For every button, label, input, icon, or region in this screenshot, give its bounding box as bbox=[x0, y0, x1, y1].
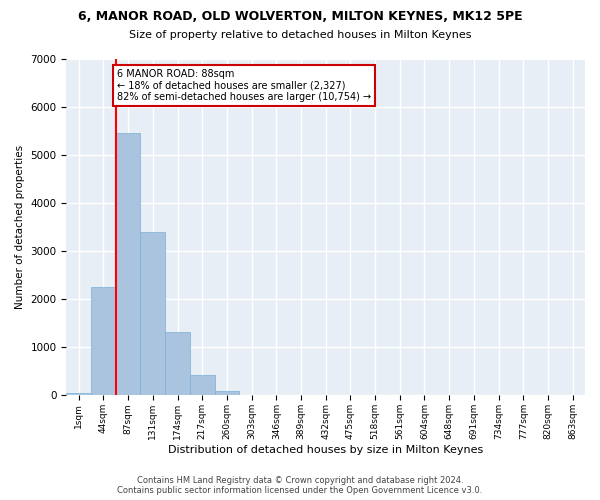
Y-axis label: Number of detached properties: Number of detached properties bbox=[15, 145, 25, 310]
Bar bbox=[67, 392, 91, 396]
Bar bbox=[116, 134, 140, 396]
Bar bbox=[165, 332, 190, 396]
Bar bbox=[190, 375, 215, 396]
Text: 6, MANOR ROAD, OLD WOLVERTON, MILTON KEYNES, MK12 5PE: 6, MANOR ROAD, OLD WOLVERTON, MILTON KEY… bbox=[77, 10, 523, 23]
Bar bbox=[91, 288, 116, 396]
Text: 6 MANOR ROAD: 88sqm
← 18% of detached houses are smaller (2,327)
82% of semi-det: 6 MANOR ROAD: 88sqm ← 18% of detached ho… bbox=[117, 68, 371, 102]
Bar bbox=[140, 232, 165, 396]
Bar bbox=[215, 390, 239, 396]
Text: Contains HM Land Registry data © Crown copyright and database right 2024.
Contai: Contains HM Land Registry data © Crown c… bbox=[118, 476, 482, 495]
Text: Size of property relative to detached houses in Milton Keynes: Size of property relative to detached ho… bbox=[129, 30, 471, 40]
X-axis label: Distribution of detached houses by size in Milton Keynes: Distribution of detached houses by size … bbox=[168, 445, 484, 455]
